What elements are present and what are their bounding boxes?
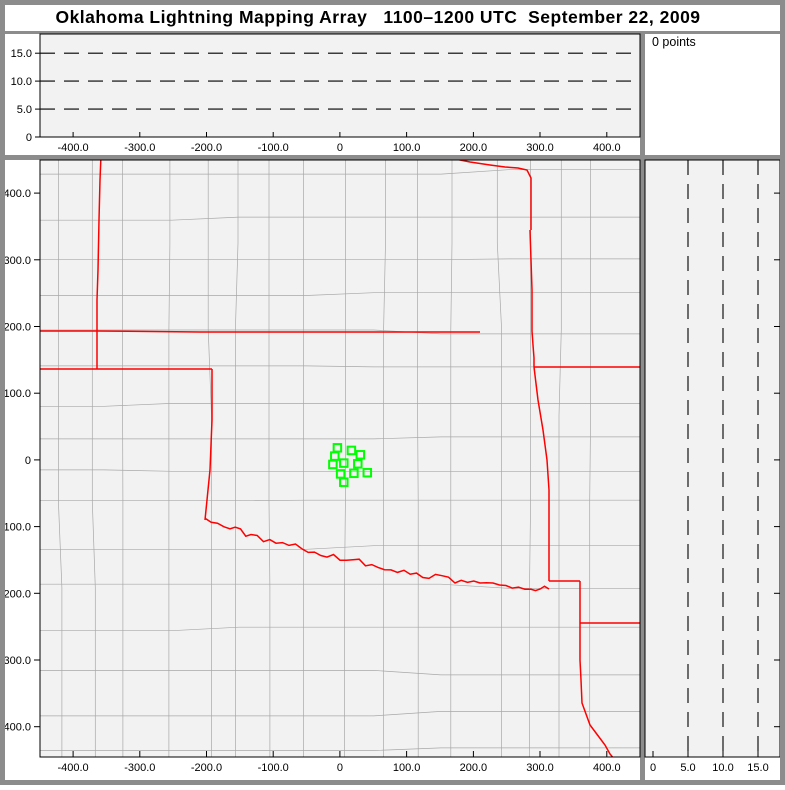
svg-text:-200.0: -200.0 [191,142,222,154]
svg-text:Oklahoma Lightning Mapping Arr: Oklahoma Lightning Mapping Array 1100–12… [55,7,700,27]
svg-text:-100.0: -100.0 [258,762,289,774]
svg-text:15.0: 15.0 [11,48,32,60]
svg-text:-400.0: -400.0 [57,762,88,774]
svg-text:300.0: 300.0 [526,762,554,774]
svg-text:-300.0: -300.0 [124,142,155,154]
svg-text:0: 0 [337,142,343,154]
svg-text:0: 0 [26,132,32,144]
svg-text:200.0: 200.0 [460,762,488,774]
svg-text:10.0: 10.0 [712,762,733,774]
svg-text:5.0: 5.0 [680,762,695,774]
svg-text:100.0: 100.0 [393,142,421,154]
svg-text:100.0: 100.0 [393,762,421,774]
svg-text:300.0: 300.0 [3,255,31,267]
svg-text:100.0: 100.0 [3,388,31,400]
svg-text:-400.0: -400.0 [57,142,88,154]
svg-text:0: 0 [25,455,31,467]
svg-text:0 points: 0 points [652,35,696,49]
svg-text:0: 0 [650,762,656,774]
svg-text:-300.0: -300.0 [124,762,155,774]
svg-text:5.0: 5.0 [17,104,32,116]
svg-text:200.0: 200.0 [460,142,488,154]
svg-text:-200.0: -200.0 [191,762,222,774]
svg-text:300.0: 300.0 [526,142,554,154]
svg-text:10.0: 10.0 [11,76,32,88]
svg-text:-100.0: -100.0 [258,142,289,154]
svg-text:400.0: 400.0 [593,762,621,774]
svg-text:15.0: 15.0 [747,762,768,774]
svg-text:200.0: 200.0 [3,322,31,334]
svg-text:400.0: 400.0 [593,142,621,154]
svg-text:0: 0 [337,762,343,774]
svg-text:400.0: 400.0 [3,188,31,200]
